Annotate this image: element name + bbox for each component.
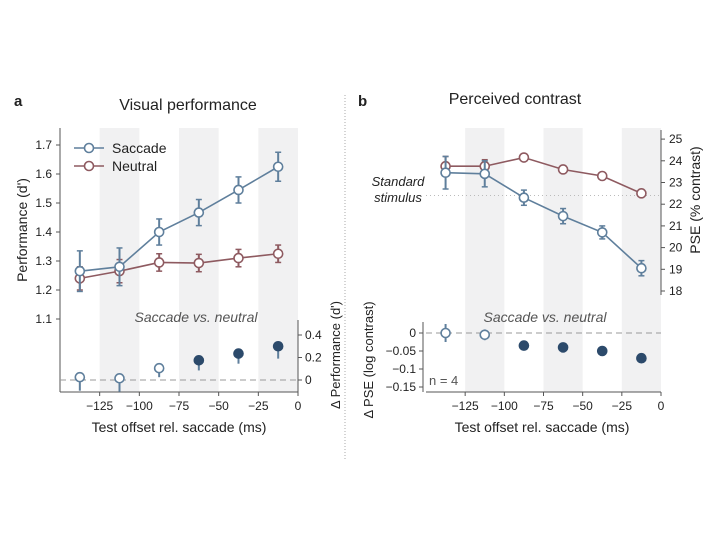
- panel-a-x-tick-label: 0: [295, 399, 302, 413]
- panel-b-difference-point: [596, 345, 608, 357]
- panel-b-difference-point: [440, 327, 451, 339]
- panel-a-y-tick-label: 1.4: [35, 225, 52, 239]
- panel-b-x-tick-label: 0: [658, 399, 665, 413]
- panel-b-y-tick-label: 19: [669, 262, 683, 276]
- panel-b-delta-tick-label: −0.15: [386, 380, 417, 394]
- panel-a-xlabel: Test offset rel. saccade (ms): [92, 419, 267, 435]
- panel-a-x-tick-label: −100: [126, 399, 153, 413]
- panel-a-saccade-line: [79, 166, 279, 272]
- panel-a-difference-point: [153, 362, 165, 374]
- panel-a-title: Visual performance: [119, 97, 257, 114]
- panel-b-y-tick-label: 20: [669, 241, 683, 255]
- panel-b-saccade-point: [479, 168, 491, 180]
- panel-a-difference-point: [114, 373, 125, 384]
- panel-a-x-tick-label: −75: [169, 399, 190, 413]
- panel-b-inset-label: Saccade vs. neutral: [484, 309, 608, 325]
- panel-b-y-tick-label: 21: [669, 219, 683, 233]
- legend-neutral-label: Neutral: [112, 158, 157, 174]
- panel-b-saccade-point: [440, 167, 451, 179]
- panel-a-ylabel: Performance (d'): [14, 178, 30, 282]
- panel-a-y-tick-label: 1.7: [35, 138, 52, 152]
- panel-b-title: Perceived contrast: [449, 91, 582, 108]
- panel-a-x-tick-label: −50: [208, 399, 229, 413]
- panel-a-difference-point: [233, 348, 244, 359]
- panel-a-y-tick-label: 1.3: [35, 254, 52, 268]
- panel-b-difference-point: [518, 340, 530, 351]
- panel-b-y-tick-label: 18: [669, 284, 683, 298]
- panel-b-xlabel: Test offset rel. saccade (ms): [455, 419, 630, 435]
- panel-b-neutral-point: [636, 188, 647, 199]
- panel-a-y-tick-label: 1.1: [35, 312, 52, 326]
- standard-stimulus-label-line2: stimulus: [374, 190, 422, 205]
- panel-b-neutral-line: [445, 156, 642, 195]
- panel-b-x-tick-label: −100: [491, 399, 518, 413]
- panel-b-y-tick-label: 25: [669, 132, 683, 146]
- panel-b-y2label: Δ PSE (log contrast): [361, 301, 376, 418]
- panel-b-difference-point: [557, 342, 569, 353]
- panel-b-x-tick-label: −25: [612, 399, 633, 413]
- panel-b-saccade-point: [636, 262, 647, 274]
- panel-b-delta-tick-label: 0: [409, 326, 416, 340]
- panel-a-label: a: [14, 93, 23, 110]
- panel-a-difference-point: [193, 355, 205, 366]
- panel-b-delta-tick-label: −0.1: [392, 362, 416, 376]
- panel-a-neutral-point: [233, 252, 244, 264]
- panel-a-difference-point: [74, 371, 86, 383]
- panel-a-neutral-point: [153, 257, 165, 268]
- panel-a-difference-point: [272, 340, 284, 352]
- panel-b-x-tick-label: −125: [452, 399, 479, 413]
- panel-a-saccade-point: [193, 207, 205, 218]
- panel-a-saccade-point: [74, 265, 86, 277]
- panel-a-delta-tick-label: 0: [305, 373, 312, 387]
- standard-stimulus-label-line1: Standard: [372, 174, 426, 189]
- panel-a-y-tick-label: 1.6: [35, 167, 52, 181]
- panel-a-y2label: Δ Performance (d'): [328, 301, 343, 409]
- panel-b-y-tick-label: 24: [669, 154, 683, 168]
- legend-neutral-marker: [83, 160, 95, 172]
- n-label: n = 4: [429, 373, 458, 388]
- panel-a-saccade-point: [153, 226, 165, 238]
- panel-b-saccade-point: [596, 227, 608, 238]
- legend-saccade-marker: [83, 142, 95, 154]
- panel-a-x-tick-label: −25: [248, 399, 269, 413]
- panel-a-saccade-point: [272, 161, 284, 173]
- panel-a-x-tick-label: −125: [86, 399, 113, 413]
- panel-b-neutral-point: [596, 170, 608, 182]
- panel-b-difference-point: [479, 329, 491, 341]
- panel-a-delta-tick-label: 0.4: [305, 328, 322, 342]
- panel-a-neutral-line: [79, 252, 279, 280]
- panel-a-y-tick-label: 1.5: [35, 196, 52, 210]
- panel-a-neutral-point: [272, 248, 284, 260]
- legend-saccade-label: Saccade: [112, 140, 167, 156]
- panel-b-ylabel: PSE (% contrast): [687, 146, 703, 253]
- panel-b-x-tick-label: −75: [533, 399, 554, 413]
- panel-b-saccade-point: [557, 210, 569, 222]
- panel-a-saccade-point: [114, 261, 125, 273]
- panel-b-y-tick-label: 22: [669, 197, 683, 211]
- panel-a-neutral-point: [193, 257, 205, 269]
- panel-b-saccade-point: [518, 192, 530, 203]
- panel-b-label: b: [358, 93, 367, 110]
- panel-a-inset-label: Saccade vs. neutral: [135, 309, 259, 325]
- panel-b-y-tick-label: 23: [669, 176, 683, 190]
- panel-a-saccade-point: [233, 184, 244, 196]
- panel-b-difference-point: [636, 352, 647, 364]
- panel-b-neutral-point: [518, 152, 530, 163]
- panel-a-delta-tick-label: 0.2: [305, 351, 322, 365]
- panel-b-neutral-point: [557, 164, 569, 175]
- panel-b-delta-tick-label: −0.05: [386, 344, 417, 358]
- panel-b-x-tick-label: −50: [572, 399, 593, 413]
- panel-b-saccade-line: [445, 171, 642, 269]
- panel-a-y-tick-label: 1.2: [35, 283, 52, 297]
